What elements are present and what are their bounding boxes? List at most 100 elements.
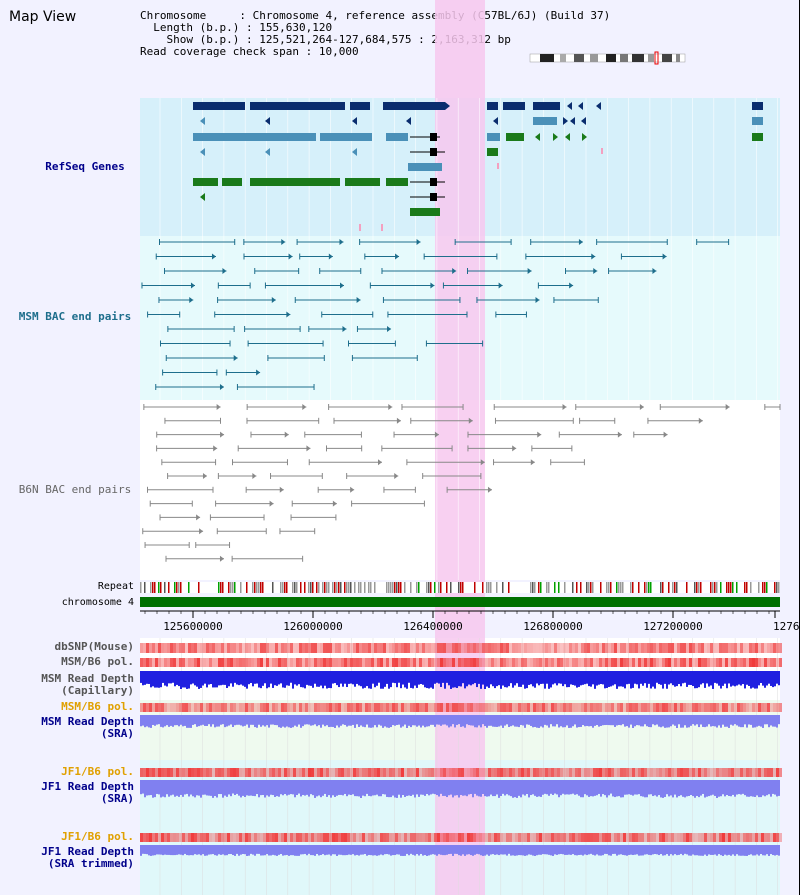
- repeat-mark: [482, 582, 484, 593]
- axis-tick-label: 127200000: [643, 620, 703, 633]
- gene-exon: [383, 102, 445, 110]
- repeat-mark: [418, 582, 420, 593]
- repeat-mark: [222, 582, 224, 593]
- gene-exon: [320, 133, 372, 141]
- repeat-mark: [398, 582, 400, 593]
- gene-exon: [487, 148, 498, 156]
- repeat-mark: [616, 582, 618, 593]
- repeat-mark: [700, 582, 702, 593]
- axis-tick-label: 125600000: [163, 620, 223, 633]
- repeat-mark: [292, 582, 294, 593]
- repeat-mark: [168, 582, 170, 593]
- chromosome-bar: [140, 597, 780, 607]
- repeat-mark: [328, 582, 330, 593]
- repeat-mark: [450, 582, 452, 593]
- repeat-mark: [490, 582, 492, 593]
- repeat-mark: [530, 582, 532, 593]
- repeat-mark: [180, 582, 182, 593]
- repeat-mark: [164, 582, 166, 593]
- repeat-mark: [716, 582, 718, 593]
- repeat-mark: [588, 582, 590, 593]
- chromosome-ideogram[interactable]: [528, 50, 688, 66]
- repeat-mark: [458, 582, 460, 593]
- repeat-mark: [386, 582, 388, 593]
- jf1-b6-pol-label-1[interactable]: JF1/B6 pol.: [61, 765, 134, 778]
- repeat-mark: [262, 582, 264, 593]
- repeat-mark: [572, 582, 574, 593]
- repeat-mark: [672, 582, 674, 593]
- repeat-mark: [488, 582, 490, 593]
- gene-exon: [250, 178, 340, 186]
- jf1-b6-pol-label-2[interactable]: JF1/B6 pol.: [61, 830, 134, 843]
- msm-b6-pol-label-2[interactable]: MSM/B6 pol.: [61, 700, 134, 713]
- repeat-mark: [474, 582, 476, 593]
- repeat-mark: [392, 582, 394, 593]
- b6n-bac-label[interactable]: B6N BAC end pairs: [18, 483, 132, 496]
- repeat-mark: [710, 582, 712, 593]
- refseq-genes-label[interactable]: RefSeq Genes: [45, 160, 125, 173]
- repeat-mark: [502, 582, 504, 593]
- msm-bac-label[interactable]: MSM BAC end pairs: [18, 310, 132, 323]
- repeat-mark: [232, 582, 234, 593]
- gene-arrow: [582, 133, 587, 141]
- gene-exon: [345, 178, 380, 186]
- repeat-mark: [674, 582, 676, 593]
- repeat-mark: [622, 582, 624, 593]
- repeat-mark: [762, 582, 764, 593]
- gene-exon: [487, 133, 500, 141]
- gene-exon: [193, 133, 316, 141]
- repeat-mark: [410, 582, 412, 593]
- msm-depth-sra-label[interactable]: MSM Read Depth (SRA): [41, 715, 134, 740]
- repeat-mark: [736, 582, 738, 593]
- axis-tick-label: 126800000: [523, 620, 583, 633]
- repeat-mark: [160, 582, 162, 593]
- repeat-mark: [228, 582, 230, 593]
- repeat-mark: [732, 582, 734, 593]
- repeat-mark: [338, 582, 340, 593]
- repeat-mark: [720, 582, 722, 593]
- gene-exon: [533, 117, 557, 125]
- repeat-mark: [534, 582, 536, 593]
- repeat-mark: [358, 582, 360, 593]
- jf1-depth-trimmed-label[interactable]: JF1 Read Depth (SRA trimmed): [41, 845, 134, 870]
- repeat-mark: [446, 582, 448, 593]
- jf1-depth-sra-label[interactable]: JF1 Read Depth (SRA): [41, 780, 134, 805]
- repeat-mark: [638, 582, 640, 593]
- repeat-mark: [218, 582, 220, 593]
- repeat-mark: [764, 582, 766, 593]
- repeat-mark: [348, 582, 350, 593]
- repeat-mark: [282, 582, 284, 593]
- repeat-mark: [280, 582, 282, 593]
- repeat-mark: [234, 582, 236, 593]
- repeat-mark: [644, 582, 646, 593]
- msm-depth-capillary-label[interactable]: MSM Read Depth (Capillary): [41, 672, 134, 697]
- dbsnp-label[interactable]: dbSNP(Mouse): [54, 640, 134, 653]
- repeat-mark: [744, 582, 746, 593]
- repeat-mark: [486, 582, 488, 593]
- repeat-mark: [620, 582, 622, 593]
- repeat-mark: [558, 582, 560, 593]
- gene-arrow: [553, 133, 558, 141]
- axis-tick-label: 126000000: [283, 620, 343, 633]
- coverage-key: Read coverage check span: [140, 45, 299, 58]
- repeat-mark: [158, 582, 160, 593]
- repeat-mark: [600, 582, 602, 593]
- repeat-mark: [462, 582, 464, 593]
- repeat-mark: [730, 582, 732, 593]
- gene-exon: [350, 102, 370, 110]
- repeat-mark: [178, 582, 180, 593]
- coverage-value: 10,000: [318, 45, 359, 58]
- msm-b6-pol-label-1[interactable]: MSM/B6 pol.: [61, 655, 134, 668]
- repeat-mark: [304, 582, 306, 593]
- repeat-mark: [374, 582, 376, 593]
- gene-exon: [386, 133, 408, 141]
- repeat-mark: [746, 582, 748, 593]
- gene-exon: [752, 117, 763, 125]
- repeat-mark: [256, 582, 258, 593]
- repeat-mark: [368, 582, 370, 593]
- gene-arrow: [563, 117, 568, 125]
- repeat-mark: [434, 582, 436, 593]
- repeat-mark: [258, 582, 260, 593]
- gene-arrow: [581, 117, 586, 125]
